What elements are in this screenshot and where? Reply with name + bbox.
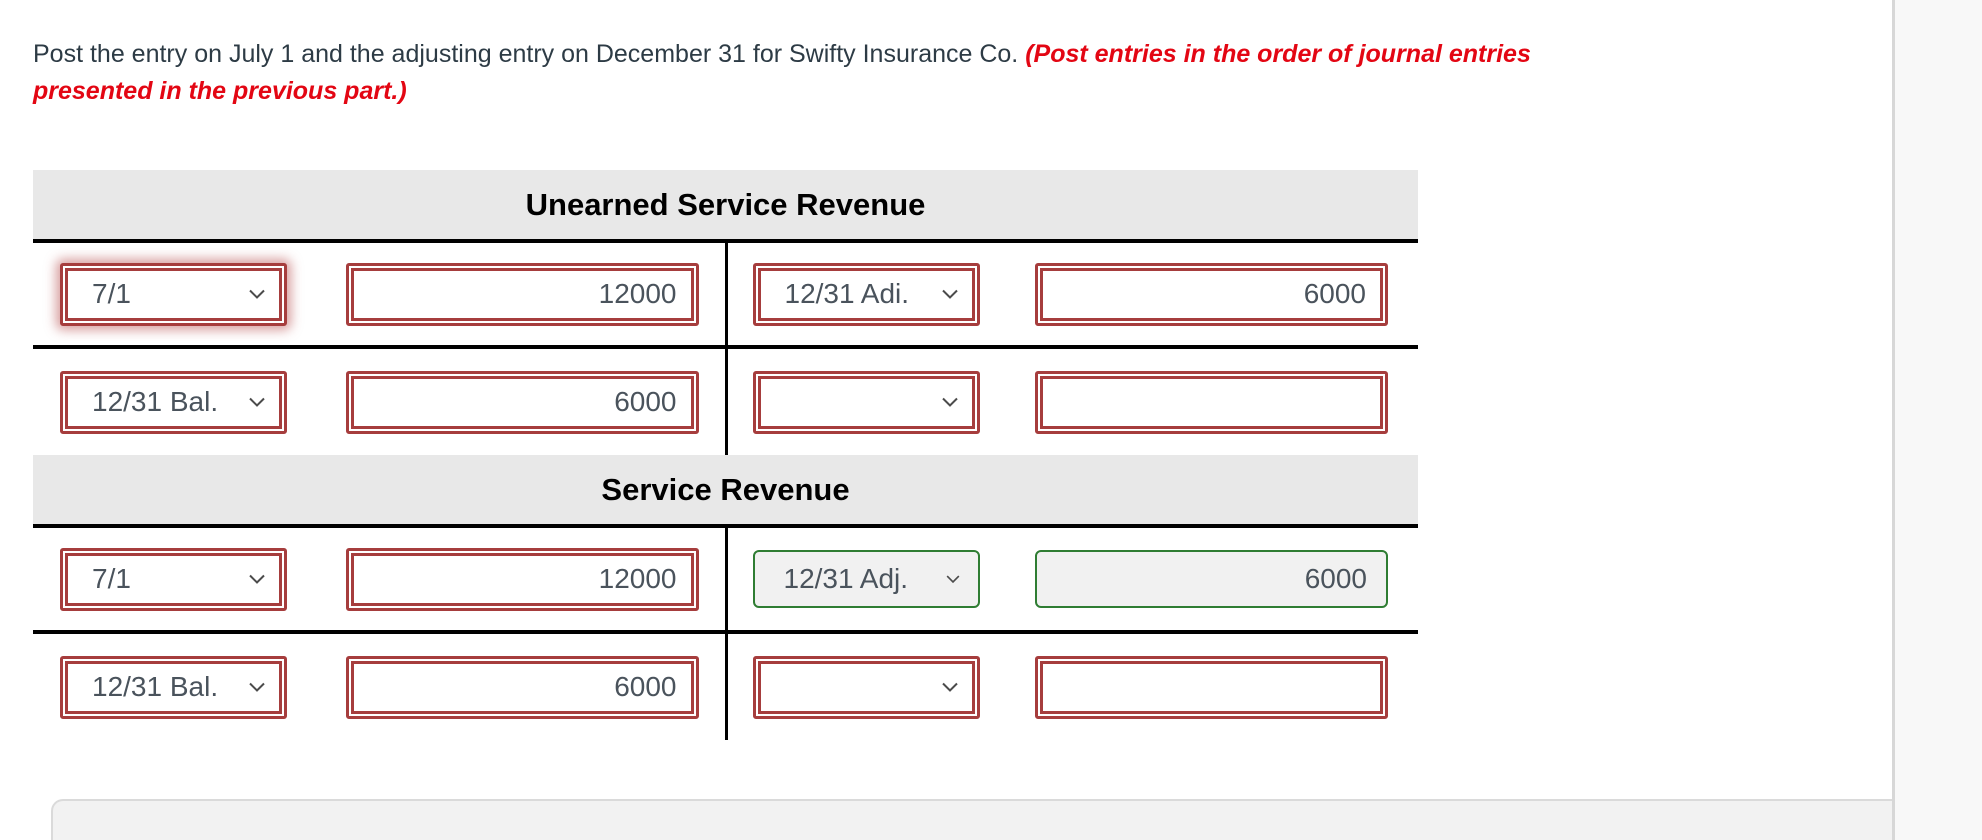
account-service-revenue: Service Revenue 7/1 12/31 Adj.: [33, 455, 1418, 740]
dropdown-value: 12/31 Adi.: [784, 278, 910, 309]
unearned-debit-1-amount-input[interactable]: [345, 262, 699, 326]
dropdown-value: 12/31 Adj.: [783, 563, 909, 594]
chevron-down-icon: [943, 569, 963, 589]
chevron-down-icon: [938, 282, 962, 306]
unearned-debit-1-date-dropdown[interactable]: 7/1: [60, 262, 287, 326]
t-accounts: Unearned Service Revenue 7/1 12/: [33, 170, 1418, 740]
debit-cell: 12/31 Bal.: [33, 634, 726, 740]
dropdown-value: 12/31 Bal.: [92, 671, 219, 702]
table-row: 7/1 12/31 Adj.: [33, 528, 1418, 634]
unearned-debit-2-date-dropdown[interactable]: 12/31 Bal.: [60, 370, 287, 434]
credit-cell: 12/31 Adj.: [726, 528, 1419, 630]
prompt-instruction-line2: presented in the previous part.): [33, 77, 407, 105]
chevron-down-icon: [245, 390, 269, 414]
prompt-text: Post the entry on July 1 and the adjusti…: [33, 40, 1026, 68]
service-credit-2-amount-input[interactable]: [1035, 655, 1388, 719]
question-prompt: Post the entry on July 1 and the adjusti…: [33, 36, 1823, 110]
table-row: 7/1 12/31 Adi.: [33, 243, 1418, 349]
service-credit-1-amount-input: [1035, 550, 1388, 608]
service-debit-1-date-dropdown[interactable]: 7/1: [60, 547, 287, 611]
account-unearned-service-revenue: Unearned Service Revenue 7/1 12/: [33, 170, 1418, 455]
service-credit-1-date-dropdown: 12/31 Adj.: [752, 550, 980, 608]
unearned-credit-1-date-dropdown[interactable]: 12/31 Adi.: [752, 262, 980, 326]
unearned-credit-1-amount-input[interactable]: [1035, 262, 1388, 326]
chevron-down-icon: [245, 675, 269, 699]
right-rail: [1892, 0, 1982, 840]
chevron-down-icon: [938, 675, 962, 699]
unearned-credit-2-amount-input[interactable]: [1035, 370, 1388, 434]
credit-cell: [726, 634, 1419, 740]
debit-cell: 7/1: [33, 243, 726, 345]
account-title-unearned: Unearned Service Revenue: [33, 170, 1418, 243]
chevron-down-icon: [938, 390, 962, 414]
service-credit-2-date-dropdown[interactable]: [752, 655, 980, 719]
debit-cell: 7/1: [33, 528, 726, 630]
dropdown-value: 7/1: [92, 563, 131, 594]
prompt-instruction-line1: (Post entries in the order of journal en…: [1025, 40, 1531, 68]
next-section-panel: [51, 799, 1907, 840]
table-row: 12/31 Bal.: [33, 349, 1418, 455]
debit-cell: 12/31 Bal.: [33, 349, 726, 455]
service-debit-2-amount-input[interactable]: [345, 655, 699, 719]
credit-cell: [726, 349, 1419, 455]
chevron-down-icon: [245, 282, 269, 306]
credit-cell: 12/31 Adi.: [726, 243, 1419, 345]
table-row: 12/31 Bal.: [33, 634, 1418, 740]
dropdown-value: 7/1: [92, 278, 131, 309]
unearned-debit-2-amount-input[interactable]: [345, 370, 699, 434]
dropdown-value: 12/31 Bal.: [92, 386, 219, 417]
service-debit-2-date-dropdown[interactable]: 12/31 Bal.: [60, 655, 287, 719]
account-body-unearned: 7/1 12/31 Adi.: [33, 243, 1418, 455]
account-body-service: 7/1 12/31 Adj.: [33, 528, 1418, 740]
account-title-service: Service Revenue: [33, 455, 1418, 528]
unearned-credit-2-date-dropdown[interactable]: [752, 370, 980, 434]
service-debit-1-amount-input[interactable]: [345, 547, 699, 611]
chevron-down-icon: [245, 567, 269, 591]
